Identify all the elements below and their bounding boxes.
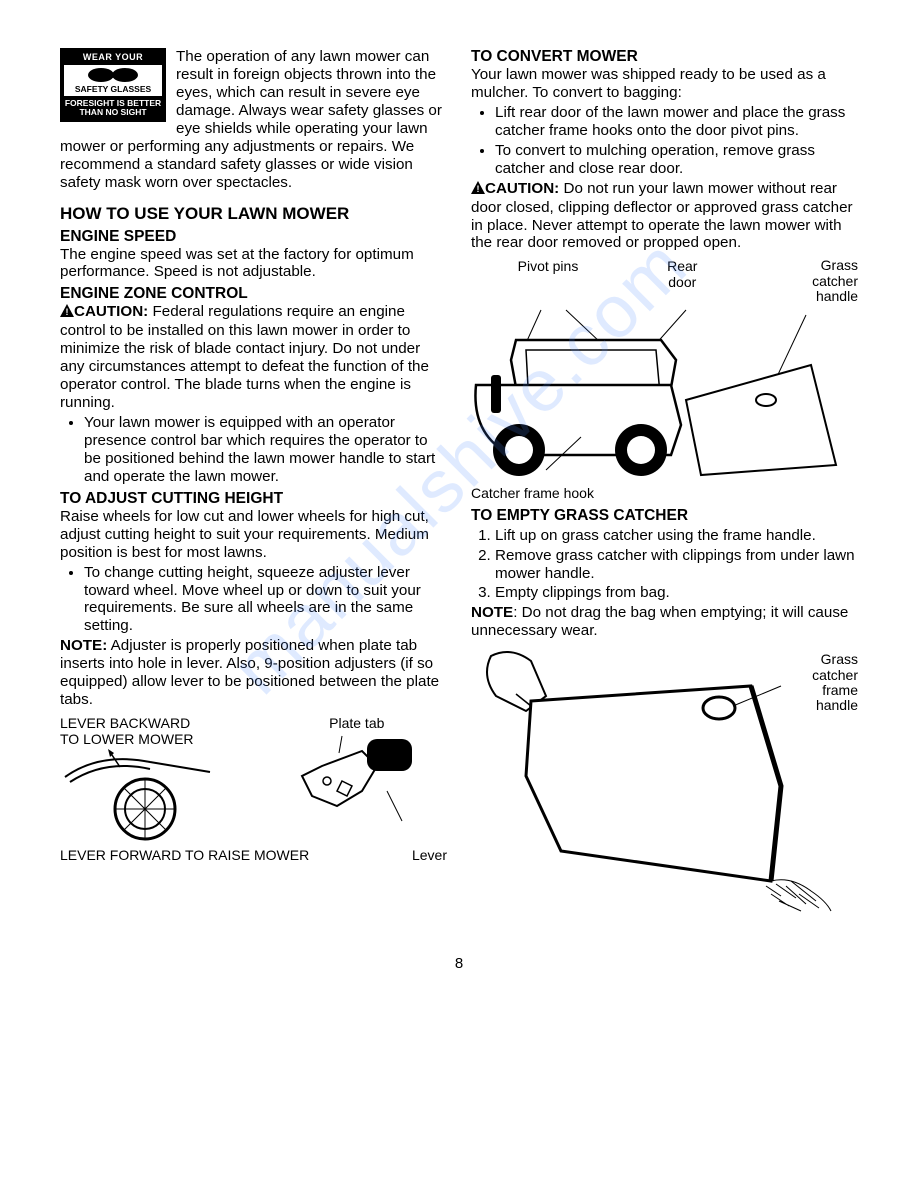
manual-page: manualshive.com WEAR YOUR SAFETY GLASSES…: [0, 0, 918, 1012]
lever-figure-right: Plate tab: [267, 715, 447, 847]
convert-bullet-list: Lift rear door of the lawn mower and pla…: [471, 104, 858, 178]
svg-text:!: !: [477, 184, 480, 194]
lever-back-line1: LEVER BACKWARD: [60, 715, 190, 731]
engine-speed-body: The engine speed was set at the factory …: [60, 246, 447, 282]
grass-catcher-frame-handle-label: Grass catcher frame handle: [812, 652, 858, 714]
mower-catcher-illustration: [471, 305, 841, 480]
rear-door-label: Rear door: [629, 258, 736, 304]
empty-step-1: Lift up on grass catcher using the frame…: [495, 527, 858, 545]
convert-bullet-1: Lift rear door of the lawn mower and pla…: [495, 104, 858, 140]
engine-speed-heading: ENGINE SPEED: [60, 228, 447, 246]
warning-icon: !: [60, 304, 74, 322]
how-to-use-heading: HOW TO USE YOUR LAWN MOWER: [60, 204, 447, 224]
adjust-height-heading: TO ADJUST CUTTING HEIGHT: [60, 490, 447, 508]
rear-line1: Rear: [667, 258, 697, 274]
gcfh-line1: Grass: [821, 651, 858, 667]
warning-icon: !: [471, 181, 485, 199]
safety-mid-text: SAFETY GLASSES: [75, 84, 151, 94]
empty-note-paragraph: NOTE: Do not drag the bag when emptying;…: [471, 604, 858, 640]
right-column: TO CONVERT MOWER Your lawn mower was shi…: [471, 48, 858, 927]
convert-body: Your lawn mower was shipped ready to be …: [471, 66, 858, 102]
empty-note-text: : Do not drag the bag when emptying; it …: [471, 604, 848, 639]
lever-figure-left: LEVER BACKWARD TO LOWER MOWER: [60, 715, 259, 847]
lever-back-line2: TO LOWER MOWER: [60, 731, 194, 747]
convert-bullet-2: To convert to mulching operation, remove…: [495, 142, 858, 178]
pivot-pins-label: Pivot pins: [471, 258, 625, 304]
safety-bottom-line2: THAN NO SIGHT: [79, 107, 146, 117]
bag-emptying-illustration: [471, 646, 841, 916]
lever-bottom-labels: LEVER FORWARD TO RAISE MOWER Lever: [60, 847, 447, 863]
lever-label: Lever: [397, 847, 447, 863]
mower-catcher-figure: Pivot pins Rear door Grass catcher handl…: [471, 258, 858, 500]
convert-caution-paragraph: ! CAUTION: Do not run your lawn mower wi…: [471, 180, 858, 253]
plate-tab-illustration: [267, 731, 417, 826]
adjust-body: Raise wheels for low cut and lower wheel…: [60, 508, 447, 562]
rear-line2: door: [668, 274, 696, 290]
lever-forward-label: LEVER FORWARD TO RAISE MOWER: [60, 847, 387, 863]
gch-line2: catcher: [812, 273, 858, 289]
two-column-layout: WEAR YOUR SAFETY GLASSES FORESIGHT IS BE…: [60, 48, 858, 927]
caution-label: CAUTION:: [485, 180, 559, 197]
empty-catcher-heading: TO EMPTY GRASS CATCHER: [471, 507, 858, 525]
caution-label: CAUTION:: [74, 303, 148, 320]
empty-steps-list: Lift up on grass catcher using the frame…: [471, 527, 858, 603]
gch-line1: Grass: [821, 257, 858, 273]
adjust-bullet-list: To change cutting height, squeeze adjust…: [60, 564, 447, 636]
glasses-icon: [83, 67, 143, 83]
bag-emptying-figure: Grass catcher frame handle: [471, 646, 858, 921]
safety-glasses-label: SAFETY GLASSES: [64, 65, 162, 96]
gcfh-line2: catcher: [812, 667, 858, 683]
left-column: WEAR YOUR SAFETY GLASSES FORESIGHT IS BE…: [60, 48, 447, 927]
note-label: NOTE:: [60, 637, 107, 654]
lever-back-label: LEVER BACKWARD TO LOWER MOWER: [60, 715, 259, 747]
empty-step-2: Remove grass catcher with clippings from…: [495, 547, 858, 583]
empty-step-3: Empty clippings from bag.: [495, 584, 858, 602]
convert-mower-heading: TO CONVERT MOWER: [471, 48, 858, 66]
adjust-note-text: Adjuster is properly positioned when pla…: [60, 637, 439, 708]
zone-bullet-item: Your lawn mower is equipped with an oper…: [84, 414, 447, 486]
gcfh-line4: handle: [816, 697, 858, 713]
note-label: NOTE: [471, 604, 513, 621]
lever-figure: LEVER BACKWARD TO LOWER MOWER: [60, 715, 447, 847]
plate-tab-label: Plate tab: [267, 715, 447, 731]
grass-catcher-handle-label: Grass catcher handle: [740, 258, 858, 304]
gcfh-line3: frame: [822, 682, 858, 698]
adjust-bullet-item: To change cutting height, squeeze adjust…: [84, 564, 447, 636]
svg-text:!: !: [66, 307, 69, 317]
safety-bottom-text: FORESIGHT IS BETTER THAN NO SIGHT: [62, 99, 164, 118]
catcher-frame-hook-label: Catcher frame hook: [471, 485, 858, 501]
safety-glasses-badge: WEAR YOUR SAFETY GLASSES FORESIGHT IS BE…: [60, 48, 166, 122]
wheel-adjuster-illustration: [60, 747, 220, 842]
engine-zone-heading: ENGINE ZONE CONTROL: [60, 285, 447, 303]
fig1-top-labels: Pivot pins Rear door Grass catcher handl…: [471, 258, 858, 304]
safety-top-text: WEAR YOUR: [62, 52, 164, 62]
gch-line3: handle: [816, 288, 858, 304]
page-number: 8: [60, 955, 858, 972]
adjust-note-paragraph: NOTE: Adjuster is properly positioned wh…: [60, 637, 447, 709]
zone-caution-paragraph: ! CAUTION: Federal regulations require a…: [60, 303, 447, 412]
zone-bullet-list: Your lawn mower is equipped with an oper…: [60, 414, 447, 486]
